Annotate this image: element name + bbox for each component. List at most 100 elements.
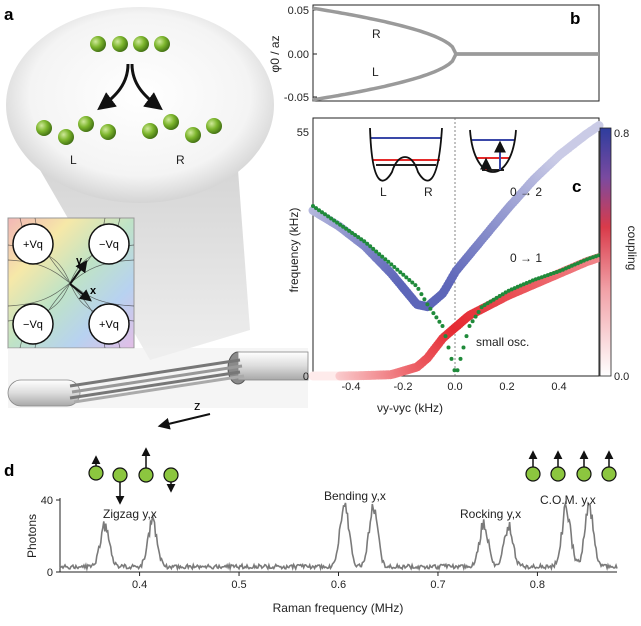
data-point <box>524 281 529 285</box>
series-small-osc <box>311 204 601 373</box>
single-well-curve <box>469 129 517 173</box>
ion <box>100 124 116 140</box>
data-point <box>353 233 358 237</box>
rod <box>71 364 243 394</box>
data-point <box>458 356 463 361</box>
data-point <box>398 270 403 275</box>
data-point <box>359 237 364 242</box>
data-point <box>326 214 331 219</box>
panel-d-xlabel: Raman frequency (MHz) <box>273 601 404 615</box>
data-point <box>497 294 502 298</box>
data-point <box>431 311 436 316</box>
data-point <box>389 262 394 267</box>
data-point <box>551 271 556 275</box>
axis-z-label: z <box>194 398 201 413</box>
data-point <box>392 265 397 269</box>
zoom-spot <box>6 7 274 203</box>
panel-d-xtick: 0.4 <box>132 579 147 591</box>
panel-b-label-R: R <box>372 27 381 41</box>
data-point <box>518 283 523 288</box>
data-point <box>452 368 457 373</box>
data-point <box>470 319 475 324</box>
data-point <box>479 305 484 310</box>
panel-d-ylabel: Photons <box>25 514 39 558</box>
data-point <box>578 259 583 264</box>
electrode-br: +Vq <box>88 303 130 345</box>
inset-single-well <box>469 129 517 173</box>
data-point <box>467 324 472 328</box>
rod <box>69 358 241 388</box>
electrode-tl: +Vq <box>12 223 54 265</box>
ion <box>185 127 201 143</box>
ion <box>154 36 170 52</box>
electrode-bl: −Vq <box>12 303 54 345</box>
endcap-right <box>237 351 309 381</box>
data-point <box>377 252 382 257</box>
data-point <box>362 239 367 244</box>
panel-c-ylabel: frequency (kHz) <box>287 208 301 293</box>
ion <box>206 118 222 134</box>
data-point <box>443 334 448 339</box>
data-point <box>488 299 493 304</box>
rod <box>73 374 245 404</box>
panel-d-xtick: 0.6 <box>331 579 346 591</box>
peak-label-zigzag: Zigzag y,x <box>103 507 157 521</box>
data-point <box>449 356 454 361</box>
panel-d-ytick: 40 <box>41 495 53 507</box>
data-point <box>485 301 490 306</box>
colorbar: 0.8 0.0 coupling <box>599 127 639 383</box>
annotation-small-osc: small osc. <box>476 335 529 349</box>
panel-b-label-L: L <box>372 65 379 79</box>
data-point <box>585 257 589 262</box>
colorbar-gradient <box>599 127 612 377</box>
axis-y-label: y <box>76 255 83 267</box>
ion <box>138 467 154 483</box>
data-point <box>416 286 421 291</box>
electrode-tl-label: +Vq <box>23 239 43 251</box>
axis-x-label: x <box>90 285 97 297</box>
peak-label-com: C.O.M. y,x <box>540 493 596 507</box>
panel-c-xticks: -0.4 -0.2 0.0 0.2 0.4 <box>342 381 567 393</box>
peak-label-bending: Bending y,x <box>324 489 386 503</box>
zigzag-mode-icon <box>88 447 179 505</box>
data-point <box>464 334 469 339</box>
ion <box>163 467 179 483</box>
panel-d-xtick: 0.8 <box>530 579 545 591</box>
data-point <box>329 216 334 221</box>
panel-c-ytick: 0 <box>303 371 309 383</box>
panel-c-xtick: 0.0 <box>447 381 462 393</box>
data-point <box>374 249 379 254</box>
data-point <box>563 266 568 271</box>
data-point <box>425 302 430 307</box>
data-point <box>401 272 406 277</box>
data-point <box>521 282 526 287</box>
data-point <box>371 246 376 251</box>
data-point <box>407 278 412 282</box>
panel-d-letter: d <box>4 461 14 480</box>
panel-b: b φ0 / az 0.05 0.00 -0.05 R L <box>268 4 600 104</box>
data-point <box>566 265 571 270</box>
data-point <box>506 288 511 293</box>
data-point <box>569 263 574 268</box>
ion <box>78 116 94 132</box>
data-point <box>338 222 343 227</box>
data-point <box>317 208 321 213</box>
data-point <box>491 297 496 302</box>
data-point <box>386 259 391 264</box>
axis-x-arrow <box>69 283 92 302</box>
data-point <box>314 206 318 211</box>
data-point <box>572 262 577 267</box>
colorbar-label: coupling <box>625 226 639 271</box>
data-point <box>554 270 559 274</box>
inset-R: R <box>424 185 433 199</box>
data-point <box>560 267 565 272</box>
data-point <box>383 257 388 262</box>
data-point <box>440 324 445 328</box>
panel-c-xlabel: νy-νyc (kHz) <box>377 401 443 415</box>
label-R: R <box>176 153 185 167</box>
data-point <box>410 280 415 285</box>
ion <box>163 114 179 130</box>
colorbar-tick: 0.8 <box>614 128 629 140</box>
data-point <box>419 292 424 297</box>
